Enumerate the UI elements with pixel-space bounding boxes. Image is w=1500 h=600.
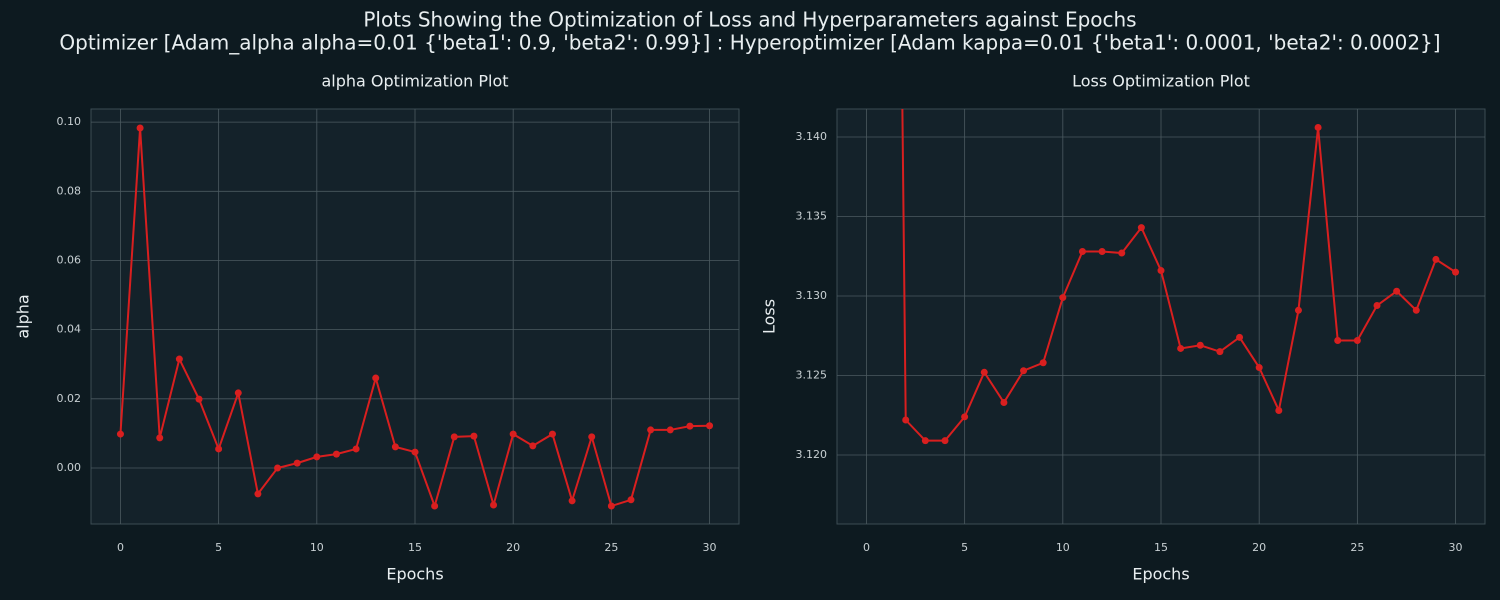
marker	[568, 497, 576, 505]
marker	[391, 443, 399, 451]
marker	[529, 442, 537, 450]
marker	[274, 464, 282, 472]
marker	[706, 422, 714, 430]
marker	[1353, 337, 1361, 345]
marker	[136, 124, 144, 132]
x-tick-label: 25	[1350, 541, 1364, 554]
marker	[175, 355, 183, 363]
marker	[1334, 337, 1342, 345]
y-tick-label: 0.08	[57, 184, 82, 197]
x-tick-label: 20	[1252, 541, 1266, 554]
marker	[686, 422, 694, 430]
x-tick-label: 0	[117, 541, 124, 554]
marker	[1393, 287, 1401, 295]
marker	[607, 502, 615, 510]
marker	[1020, 367, 1028, 375]
marker	[215, 445, 223, 453]
marker	[548, 430, 556, 438]
marker	[1098, 247, 1106, 255]
y-tick-label: 3.130	[796, 289, 828, 302]
y-tick-label: 3.135	[796, 209, 828, 222]
x-tick-label: 30	[1449, 541, 1463, 554]
marker	[332, 450, 340, 458]
marker	[902, 416, 910, 424]
x-tick-label: 5	[215, 541, 222, 554]
marker	[411, 448, 419, 456]
marker	[1216, 348, 1224, 356]
marker	[588, 433, 596, 441]
marker	[1157, 267, 1165, 275]
y-tick-label: 0.00	[57, 461, 82, 474]
marker	[1236, 333, 1244, 341]
marker	[961, 413, 969, 421]
y-axis-label: alpha	[14, 294, 33, 338]
marker	[980, 368, 988, 376]
x-tick-label: 15	[1154, 541, 1168, 554]
marker	[372, 374, 380, 382]
x-tick-label: 30	[703, 541, 717, 554]
x-tick-label: 10	[310, 541, 324, 554]
y-axis-label: Loss	[760, 299, 779, 334]
marker	[1432, 255, 1440, 263]
x-axis-label: Epochs	[1132, 565, 1189, 584]
x-tick-label: 0	[863, 541, 870, 554]
marker	[941, 437, 949, 445]
y-tick-label: 3.125	[796, 368, 828, 381]
y-tick-label: 0.02	[57, 392, 82, 405]
x-axis-label: Epochs	[386, 565, 443, 584]
y-tick-label: 0.06	[57, 253, 82, 266]
y-tick-label: 3.140	[796, 130, 828, 143]
marker	[921, 437, 929, 445]
marker	[627, 496, 635, 504]
marker	[1412, 306, 1420, 314]
marker	[352, 445, 360, 453]
marker	[509, 430, 517, 438]
marker	[470, 432, 478, 440]
marker	[450, 433, 458, 441]
marker	[293, 459, 301, 467]
marker	[1294, 306, 1302, 314]
x-tick-label: 10	[1056, 541, 1070, 554]
marker	[1275, 406, 1283, 414]
marker	[156, 434, 164, 442]
marker	[1137, 224, 1145, 232]
y-tick-label: 0.10	[57, 115, 82, 128]
y-tick-label: 0.04	[57, 323, 82, 336]
marker	[1118, 249, 1126, 257]
figure-subtitle: Optimizer [Adam_alpha alpha=0.01 {'beta1…	[59, 31, 1440, 55]
marker	[431, 502, 439, 510]
marker	[1078, 247, 1086, 255]
x-tick-label: 15	[408, 541, 422, 554]
y-tick-label: 3.120	[796, 448, 828, 461]
x-tick-label: 20	[506, 541, 520, 554]
marker	[1000, 399, 1008, 407]
marker	[1039, 359, 1047, 367]
chart-title: Loss Optimization Plot	[1072, 72, 1250, 91]
x-tick-label: 5	[961, 541, 968, 554]
marker	[313, 453, 321, 461]
marker	[1314, 123, 1322, 131]
chart-title: alpha Optimization Plot	[321, 72, 508, 91]
x-tick-label: 25	[604, 541, 618, 554]
figure-title: Plots Showing the Optimization of Loss a…	[363, 8, 1136, 32]
marker	[234, 389, 242, 397]
marker	[195, 395, 203, 403]
marker	[116, 430, 124, 438]
plot-content	[901, 109, 1460, 445]
marker	[1177, 344, 1185, 352]
marker	[1373, 302, 1381, 310]
marker	[647, 426, 655, 434]
marker	[490, 501, 498, 509]
plot-content	[116, 124, 714, 510]
marker	[1255, 364, 1263, 372]
marker	[1059, 294, 1067, 302]
marker	[666, 426, 674, 434]
marker	[1452, 268, 1460, 276]
marker	[254, 490, 262, 498]
marker	[1196, 341, 1204, 349]
